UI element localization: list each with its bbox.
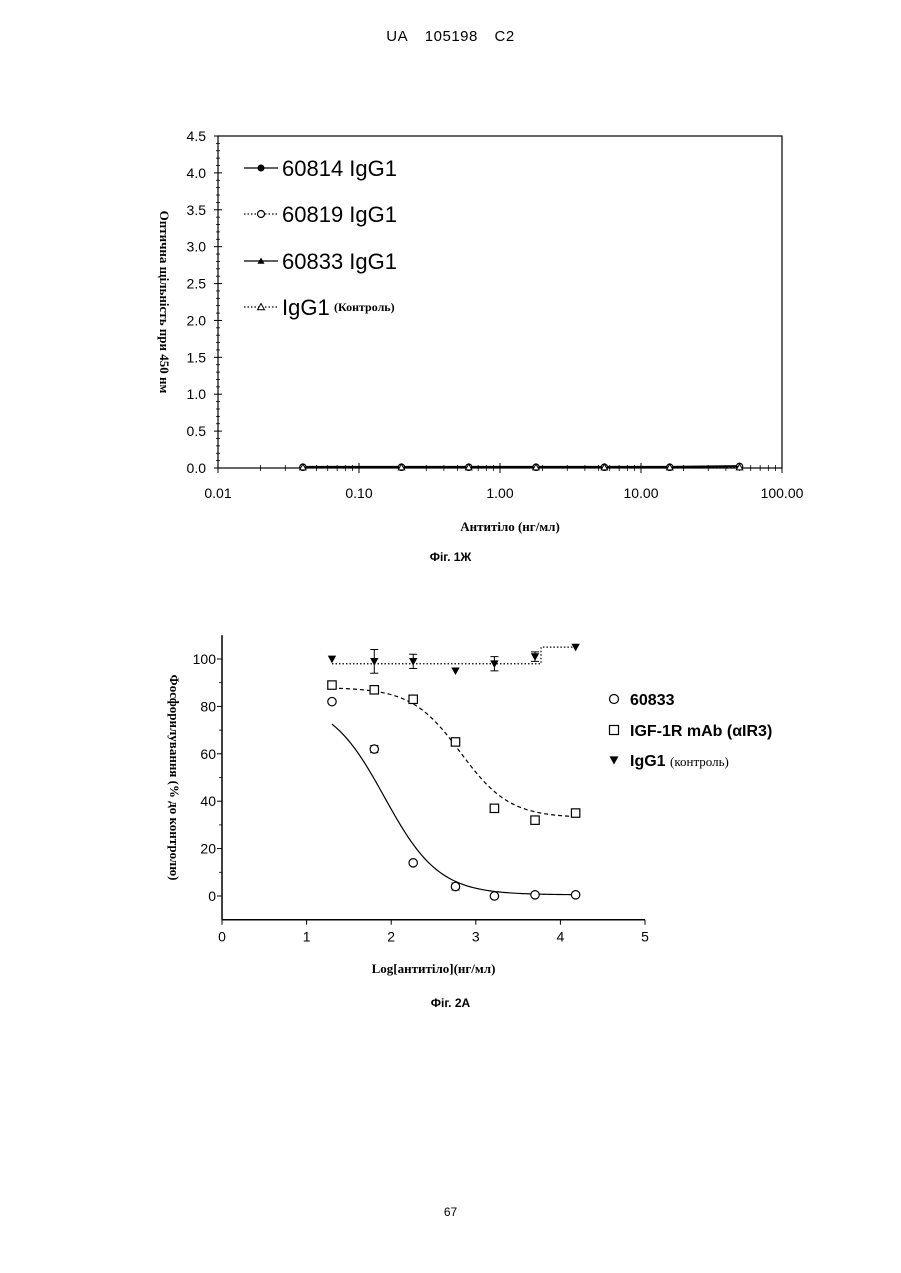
data-point bbox=[370, 745, 378, 753]
y-tick-label: 4.5 bbox=[187, 128, 207, 144]
chart-fig-1zh: 0.0 0.5 1.0 1.5 2.0 2.5 3.0 3.5 4.0 4.5 0.01 0.10 1.… bbox=[0, 0, 901, 620]
y-tick-label: 2.0 bbox=[187, 312, 207, 328]
y-tick-label: 100 bbox=[193, 651, 217, 667]
legend-label: 60814 IgG1 bbox=[282, 156, 397, 181]
legend-label: 60833 IgG1 bbox=[282, 249, 397, 274]
data-point bbox=[409, 695, 417, 703]
y-tick-label: 60 bbox=[200, 746, 216, 762]
fit-curve bbox=[332, 688, 576, 816]
x-tick-label: 2 bbox=[387, 929, 395, 945]
x-tick-label: 0 bbox=[218, 929, 226, 945]
caption-fig-1zh: Фіг. 1Ж bbox=[0, 550, 901, 564]
data-point bbox=[490, 892, 498, 900]
data-point bbox=[571, 809, 579, 817]
x-tick-label: 1.00 bbox=[486, 485, 513, 501]
data-point bbox=[531, 891, 539, 899]
series-1 bbox=[300, 463, 743, 470]
legend-label: IgG1 bbox=[282, 295, 330, 320]
legend: 60814 IgG1 60819 IgG1 60833 IgG1 IgG1 (Контр… bbox=[244, 156, 397, 320]
x-tick-label: 5 bbox=[641, 929, 649, 945]
y-axis-label: Оптична щільність при 450 нм bbox=[157, 211, 172, 394]
data-point bbox=[490, 804, 498, 812]
x-axis-label: Log[антитіло](нг/мл) bbox=[372, 961, 496, 976]
legend-label: IGF-1R mAb (αIR3) bbox=[630, 723, 772, 740]
legend: 60833 IGF-1R mAb (αIR3) IgG1 (контроль) bbox=[610, 692, 773, 770]
data-point bbox=[409, 658, 417, 666]
fit-curve bbox=[332, 724, 576, 895]
y-tick-label: 0 bbox=[208, 888, 216, 904]
data-point bbox=[451, 882, 459, 890]
data-point bbox=[451, 738, 459, 746]
y-tick-label: 3.5 bbox=[187, 202, 207, 218]
y-tick-label: 1.0 bbox=[187, 386, 207, 402]
fit-curve bbox=[332, 647, 576, 664]
data-point bbox=[571, 644, 579, 652]
x-tick-label: 4 bbox=[557, 929, 565, 945]
series-line bbox=[303, 466, 740, 467]
page-number: 67 bbox=[0, 1205, 901, 1219]
y-tick-label: 40 bbox=[200, 793, 216, 809]
x-axis-label: Антитіло (нг/мл) bbox=[460, 519, 560, 534]
y-tick-label: 80 bbox=[200, 698, 216, 714]
legend-label: 60819 IgG1 bbox=[282, 202, 397, 227]
x-tick-label: 10.00 bbox=[623, 485, 658, 501]
data-point bbox=[328, 681, 336, 689]
x-tick-label: 100.00 bbox=[761, 485, 804, 501]
x-tick-label: 3 bbox=[472, 929, 480, 945]
data-point bbox=[571, 891, 579, 899]
data-point bbox=[531, 653, 539, 661]
data-point bbox=[328, 697, 336, 705]
x-tick-label: 0.01 bbox=[204, 485, 231, 501]
y-tick-label: 2.5 bbox=[187, 276, 207, 292]
y-tick-label: 4.0 bbox=[187, 165, 207, 181]
y-axis-label: Фосфорилування (% до контролю) bbox=[167, 675, 182, 881]
chart-fig-2a: 0 20 40 60 80 100 0 1 2 3 4 5 60833 IGF-1R mAb (αIR3)… bbox=[0, 600, 901, 1030]
data-point bbox=[328, 656, 336, 664]
data-point bbox=[531, 816, 539, 824]
data-point bbox=[409, 859, 417, 867]
series-3 bbox=[328, 644, 580, 675]
y-tick-label: 20 bbox=[200, 841, 216, 857]
data-point bbox=[370, 686, 378, 694]
caption-fig-2a: Фіг. 2А bbox=[0, 996, 901, 1010]
legend-marker bbox=[610, 695, 619, 704]
data-point bbox=[451, 667, 459, 675]
series-1 bbox=[328, 697, 580, 900]
legend-label: 60833 bbox=[630, 692, 675, 709]
legend-label-suffix: (Контроль) bbox=[334, 300, 395, 314]
x-tick-label: 0.10 bbox=[345, 485, 372, 501]
legend-marker bbox=[258, 165, 265, 172]
legend-marker bbox=[610, 756, 619, 764]
data-point bbox=[370, 658, 378, 666]
y-tick-label: 3.0 bbox=[187, 239, 207, 255]
legend-marker bbox=[610, 726, 619, 735]
x-tick-label: 1 bbox=[303, 929, 311, 945]
y-tick-label: 1.5 bbox=[187, 349, 207, 365]
y-tick-label: 0.5 bbox=[187, 423, 207, 439]
series-2 bbox=[328, 681, 580, 824]
legend-marker bbox=[258, 211, 265, 218]
legend-label: IgG1 bbox=[630, 753, 666, 770]
y-tick-label: 0.0 bbox=[187, 460, 207, 476]
legend-label-suffix: (контроль) bbox=[670, 754, 729, 769]
